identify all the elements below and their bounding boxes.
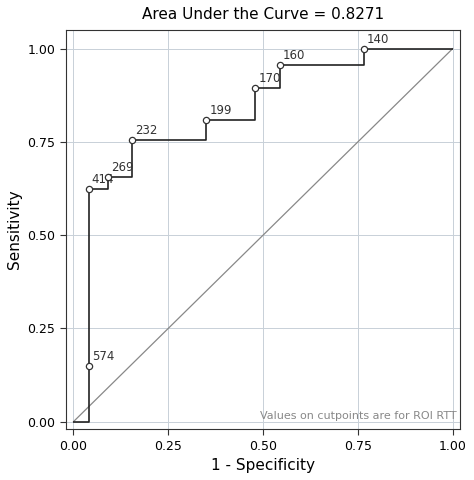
Text: Values on cutpoints are for ROI RTT: Values on cutpoints are for ROI RTT [260,411,456,421]
Y-axis label: Sensitivity: Sensitivity [7,190,22,269]
X-axis label: 1 - Specificity: 1 - Specificity [211,458,315,473]
Text: 160: 160 [283,49,306,62]
Text: 170: 170 [258,72,281,85]
Text: 199: 199 [209,104,232,117]
Text: 232: 232 [135,124,158,137]
Text: 269: 269 [110,161,133,174]
Title: Area Under the Curve = 0.8271: Area Under the Curve = 0.8271 [142,7,384,22]
Text: 574: 574 [91,350,114,363]
Text: 414: 414 [91,173,114,186]
Text: 140: 140 [366,33,389,46]
